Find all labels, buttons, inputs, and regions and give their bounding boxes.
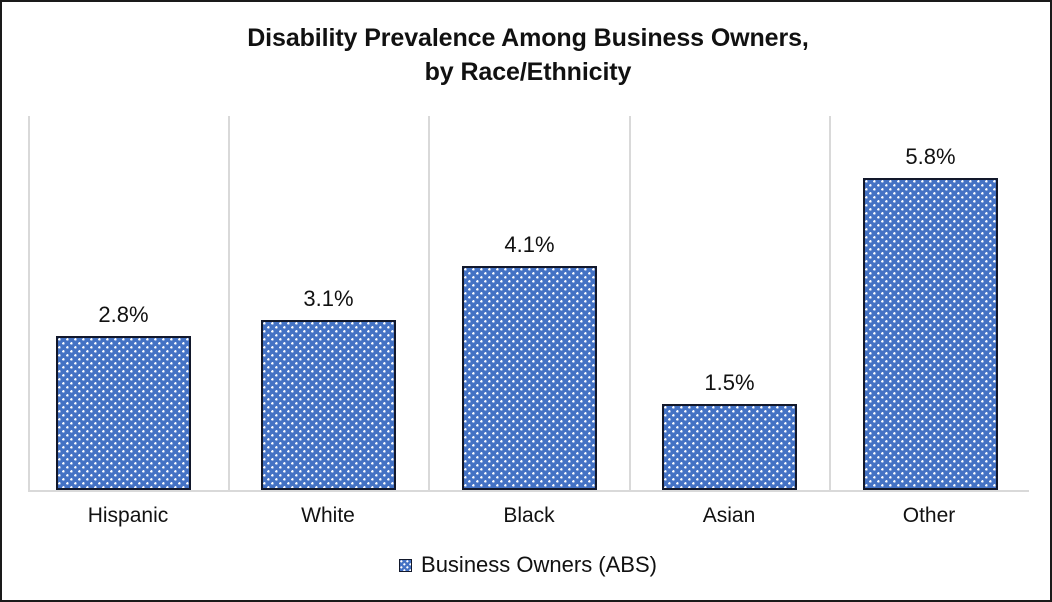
bar-label-asian: 1.5%: [704, 370, 755, 395]
category-label-asian: Asian: [702, 504, 756, 527]
chart-title-line-1: Disability Prevalence Among Business Own…: [247, 24, 809, 52]
legend-label: Business Owners (ABS): [421, 552, 657, 577]
category-separator-3: [629, 116, 631, 490]
category-separator-4: [829, 116, 831, 490]
bar-label-other: 5.8%: [905, 144, 956, 169]
category-label-other: Other: [902, 504, 956, 527]
category-label-black: Black: [503, 504, 555, 527]
legend-swatch-icon: [399, 558, 413, 572]
bar-slot-asian: 1.5%: [662, 116, 797, 490]
category-separator-2: [428, 116, 430, 490]
bar-label-hispanic: 2.8%: [98, 302, 149, 327]
legend-entry-business-owners[interactable]: Business Owners (ABS): [399, 552, 657, 578]
chart-legend: Business Owners (ABS): [2, 552, 1050, 578]
bar-black[interactable]: 4.1%: [462, 232, 597, 490]
chart-title-line-2: by Race/Ethnicity: [424, 57, 632, 86]
plot-area: 2.8% 3.1% 4.1% 1.5% 5.8%: [28, 116, 1029, 492]
bar-slot-black: 4.1%: [462, 116, 597, 490]
category-label-white: White: [301, 504, 355, 527]
bar-other[interactable]: 5.8%: [863, 144, 998, 490]
bar-label-white: 3.1%: [303, 286, 354, 311]
category-label-hispanic: Hispanic: [87, 504, 169, 527]
bar-slot-hispanic: 2.8%: [56, 116, 191, 490]
category-axis-line: [28, 490, 1029, 492]
bar-asian[interactable]: 1.5%: [662, 370, 797, 490]
bar-hispanic[interactable]: 2.8%: [56, 302, 191, 490]
bar-slot-white: 3.1%: [261, 116, 396, 490]
bar-slot-other: 5.8%: [863, 116, 998, 490]
bar-label-black: 4.1%: [504, 232, 555, 257]
value-axis-line: [28, 116, 30, 490]
category-separator-1: [228, 116, 230, 490]
chart-title: Disability Prevalence Among Business Own…: [2, 22, 1050, 89]
bar-white[interactable]: 3.1%: [261, 286, 396, 490]
